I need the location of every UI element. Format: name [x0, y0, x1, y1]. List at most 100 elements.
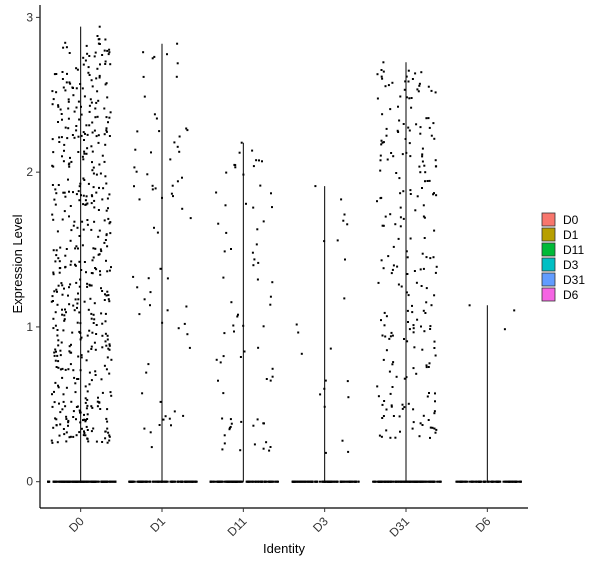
point-D0: [63, 318, 66, 321]
point-D0: [86, 202, 89, 205]
point-D6: [503, 328, 506, 331]
point-D0: [110, 266, 112, 269]
point-D31: [425, 364, 428, 367]
point-D31: [432, 193, 435, 196]
point-D31: [383, 324, 386, 327]
point-D31: [404, 80, 407, 83]
point-D0: [82, 56, 85, 59]
point-D31: [403, 338, 405, 340]
point-D1: [153, 55, 156, 58]
point-D0: [103, 160, 106, 163]
point-D1: [181, 176, 183, 179]
point-D31: [391, 268, 394, 271]
point-D31: [376, 97, 379, 100]
point-D0: [63, 314, 66, 317]
point-D0: [74, 264, 77, 267]
point-D31: [381, 224, 384, 227]
point-D0: [73, 376, 76, 379]
point-D0: [85, 152, 88, 155]
point-D1: [151, 184, 154, 187]
point-D31: [421, 153, 424, 156]
point-D0: [91, 85, 94, 88]
legend-label: D1: [563, 228, 579, 242]
point-D1: [160, 480, 163, 483]
point-D0: [78, 409, 81, 412]
point-D0: [68, 345, 71, 348]
point-D0: [80, 134, 83, 137]
point-D6: [513, 309, 516, 312]
point-D0: [70, 400, 73, 403]
point-D0: [72, 224, 75, 227]
point-D0: [88, 371, 91, 374]
point-D0: [103, 241, 106, 244]
point-D11: [252, 424, 255, 427]
point-D11: [249, 480, 252, 483]
point-D0: [108, 116, 111, 119]
point-D11: [228, 428, 231, 431]
point-D11: [271, 375, 274, 378]
point-D0: [107, 207, 109, 210]
point-D11: [222, 392, 225, 395]
point-D31: [401, 403, 404, 406]
point-D1: [162, 418, 165, 421]
point-D1: [152, 480, 155, 483]
point-D0: [69, 480, 72, 483]
y-axis: 0 1 2 3: [26, 5, 41, 508]
point-D1: [164, 415, 167, 418]
point-D31: [406, 273, 409, 275]
point-D1: [175, 75, 178, 78]
point-D1: [136, 286, 139, 289]
point-D0: [62, 191, 65, 194]
point-D11: [256, 480, 259, 483]
point-D0: [90, 101, 93, 104]
point-D0: [65, 418, 68, 420]
point-D0: [86, 133, 89, 136]
point-D3: [301, 480, 304, 483]
legend-swatch: [541, 242, 556, 257]
point-D3: [352, 480, 355, 483]
point-D0: [106, 408, 109, 411]
point-D3: [319, 480, 321, 483]
point-D11: [254, 480, 257, 483]
point-D11: [219, 361, 222, 364]
point-D31: [416, 195, 419, 198]
point-D0: [53, 351, 56, 354]
point-D1: [185, 305, 188, 308]
point-D0: [62, 86, 65, 89]
point-D31: [405, 151, 408, 154]
point-D31: [394, 223, 397, 226]
point-D6: [515, 480, 517, 483]
point-D0: [93, 55, 96, 58]
point-D11: [265, 378, 268, 380]
point-D11: [264, 480, 267, 483]
point-D0: [67, 421, 70, 424]
point-D0: [62, 393, 65, 396]
point-D0: [72, 304, 75, 307]
point-D1: [176, 145, 179, 148]
point-D0: [68, 81, 71, 84]
point-D1: [170, 424, 172, 427]
point-D31: [433, 137, 436, 140]
point-D0: [91, 195, 94, 198]
point-D0: [70, 229, 73, 232]
group-D11: [209, 141, 279, 483]
point-D31: [420, 285, 423, 287]
point-D31: [435, 265, 438, 268]
point-D31: [433, 480, 436, 483]
point-D31: [429, 325, 432, 328]
point-D0: [108, 439, 111, 442]
group-D3: [291, 185, 360, 483]
point-D3: [342, 219, 345, 222]
point-D31: [391, 386, 394, 388]
point-D0: [72, 410, 75, 413]
point-D0: [87, 308, 90, 311]
point-D1: [189, 217, 192, 220]
point-D0: [54, 311, 57, 314]
point-D0: [92, 322, 95, 324]
point-D0: [86, 418, 89, 420]
point-D31: [394, 480, 397, 483]
point-D6: [475, 480, 478, 483]
point-D0: [58, 402, 60, 405]
point-D0: [90, 79, 93, 82]
point-D6: [491, 480, 494, 483]
